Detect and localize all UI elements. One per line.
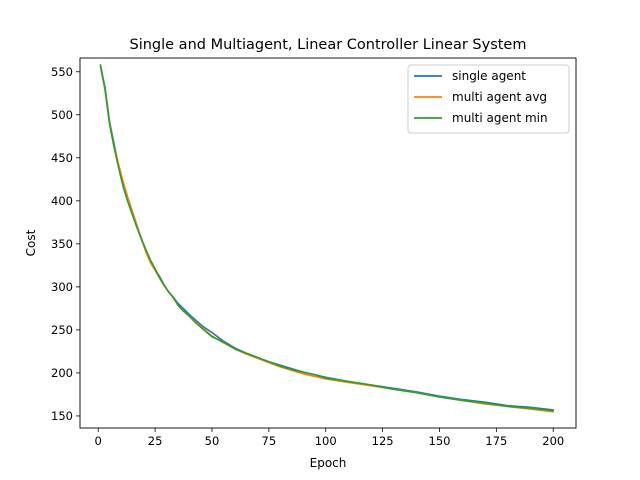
x-tick-label: 175 <box>485 434 507 448</box>
series-line-multi-agent-min <box>99 64 555 412</box>
x-axis-ticks: 0 25 50 75 100 125 150 175 200 <box>95 428 564 448</box>
x-tick-label: 150 <box>429 434 451 448</box>
y-axis-ticks: 150 200 250 300 350 400 450 500 550 <box>51 65 80 423</box>
y-tick-label: 450 <box>51 151 73 165</box>
chart-title: Single and Multiagent, Linear Controller… <box>130 37 527 53</box>
y-tick-label: 150 <box>51 409 73 423</box>
x-tick-label: 75 <box>262 434 277 448</box>
plot-frame <box>79 57 577 429</box>
y-tick-label: 250 <box>51 323 73 337</box>
y-tick-label: 400 <box>51 194 73 208</box>
legend: single agent multi agent avg multi agent m… <box>407 64 570 134</box>
legend-label: multi agent min <box>452 111 548 125</box>
x-tick-label: 100 <box>315 434 337 448</box>
legend-label: single agent <box>452 69 526 83</box>
y-tick-label: 200 <box>51 366 73 380</box>
x-axis-label: Epoch <box>310 456 347 470</box>
y-tick-label: 500 <box>51 108 73 122</box>
y-tick-label: 550 <box>51 65 73 79</box>
y-axis-label: Cost <box>24 229 38 256</box>
x-tick-label: 25 <box>148 434 163 448</box>
x-tick-label: 200 <box>542 434 564 448</box>
x-tick-label: 0 <box>95 434 102 448</box>
legend-label: multi agent avg <box>452 90 547 104</box>
y-tick-label: 350 <box>51 237 73 251</box>
legend-box <box>407 64 570 134</box>
y-tick-label: 300 <box>51 280 73 294</box>
x-tick-label: 50 <box>205 434 220 448</box>
plot-lines <box>99 64 555 413</box>
x-tick-label: 125 <box>372 434 394 448</box>
